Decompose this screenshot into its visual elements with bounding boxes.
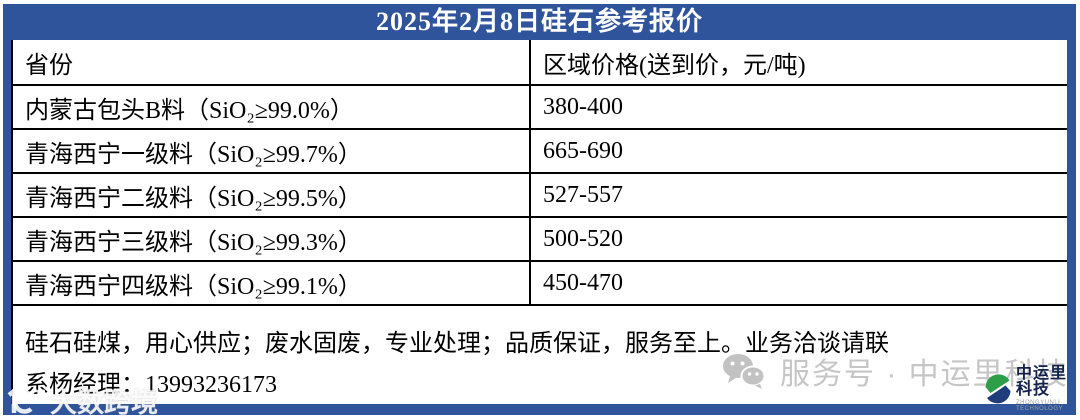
table-row: 内蒙古包头B料（SiO₂≥99.0%） 380-400 <box>13 85 1067 130</box>
table-content: 省份 区域价格(送到价，元/吨) 内蒙古包头B料（SiO₂≥99.0%） 380… <box>11 40 1067 404</box>
cell-price: 500-520 <box>530 217 1067 262</box>
table-row: 青海西宁一级料（SiO₂≥99.7%） 665-690 <box>13 129 1067 174</box>
blue-frame: 2025年2月8日硅石参考报价 省份 区域价格(送到价，元/吨) 内蒙古包头B料… <box>3 4 1076 415</box>
cell-province: 青海西宁一级料（SiO₂≥99.7%） <box>13 129 531 174</box>
column-header-price: 区域价格(送到价，元/吨) <box>530 40 1067 86</box>
cell-province: 内蒙古包头B料（SiO₂≥99.0%） <box>13 85 531 130</box>
table-row: 青海西宁三级料（SiO₂≥99.3%） 500-520 <box>13 217 1067 262</box>
table-row: 青海西宁四级料（SiO₂≥99.1%） 450-470 <box>13 261 1067 306</box>
cell-price: 527-557 <box>530 173 1067 218</box>
cell-province: 青海西宁二级料（SiO₂≥99.5%） <box>13 173 531 218</box>
cell-price: 665-690 <box>530 129 1067 174</box>
footer-note: 硅石硅煤，用心供应；废水固废，专业处理；品质保证，服务至上。业务洽谈请联 系杨经… <box>13 306 1067 406</box>
cell-price: 380-400 <box>530 85 1067 130</box>
column-header-province: 省份 <box>13 40 531 86</box>
cell-province: 青海西宁三级料（SiO₂≥99.3%） <box>13 217 531 262</box>
table-header-row: 省份 区域价格(送到价，元/吨) <box>13 40 1067 86</box>
page-title: 2025年2月8日硅石参考报价 <box>375 7 703 36</box>
cell-province: 青海西宁四级料（SiO₂≥99.1%） <box>13 261 531 306</box>
footer-line-1: 硅石硅煤，用心供应；废水固废，专业处理；品质保证，服务至上。业务洽谈请联 <box>25 331 889 357</box>
table-panel: 省份 区域价格(送到价，元/吨) 内蒙古包头B料（SiO₂≥99.0%） 380… <box>11 40 1067 404</box>
price-table: 省份 区域价格(送到价，元/吨) 内蒙古包头B料（SiO₂≥99.0%） 380… <box>13 40 1067 306</box>
table-row: 青海西宁二级料（SiO₂≥99.5%） 527-557 <box>13 173 1067 218</box>
cell-price: 450-470 <box>530 261 1067 306</box>
footer-line-2: 系杨经理：13993236173 <box>25 372 277 398</box>
